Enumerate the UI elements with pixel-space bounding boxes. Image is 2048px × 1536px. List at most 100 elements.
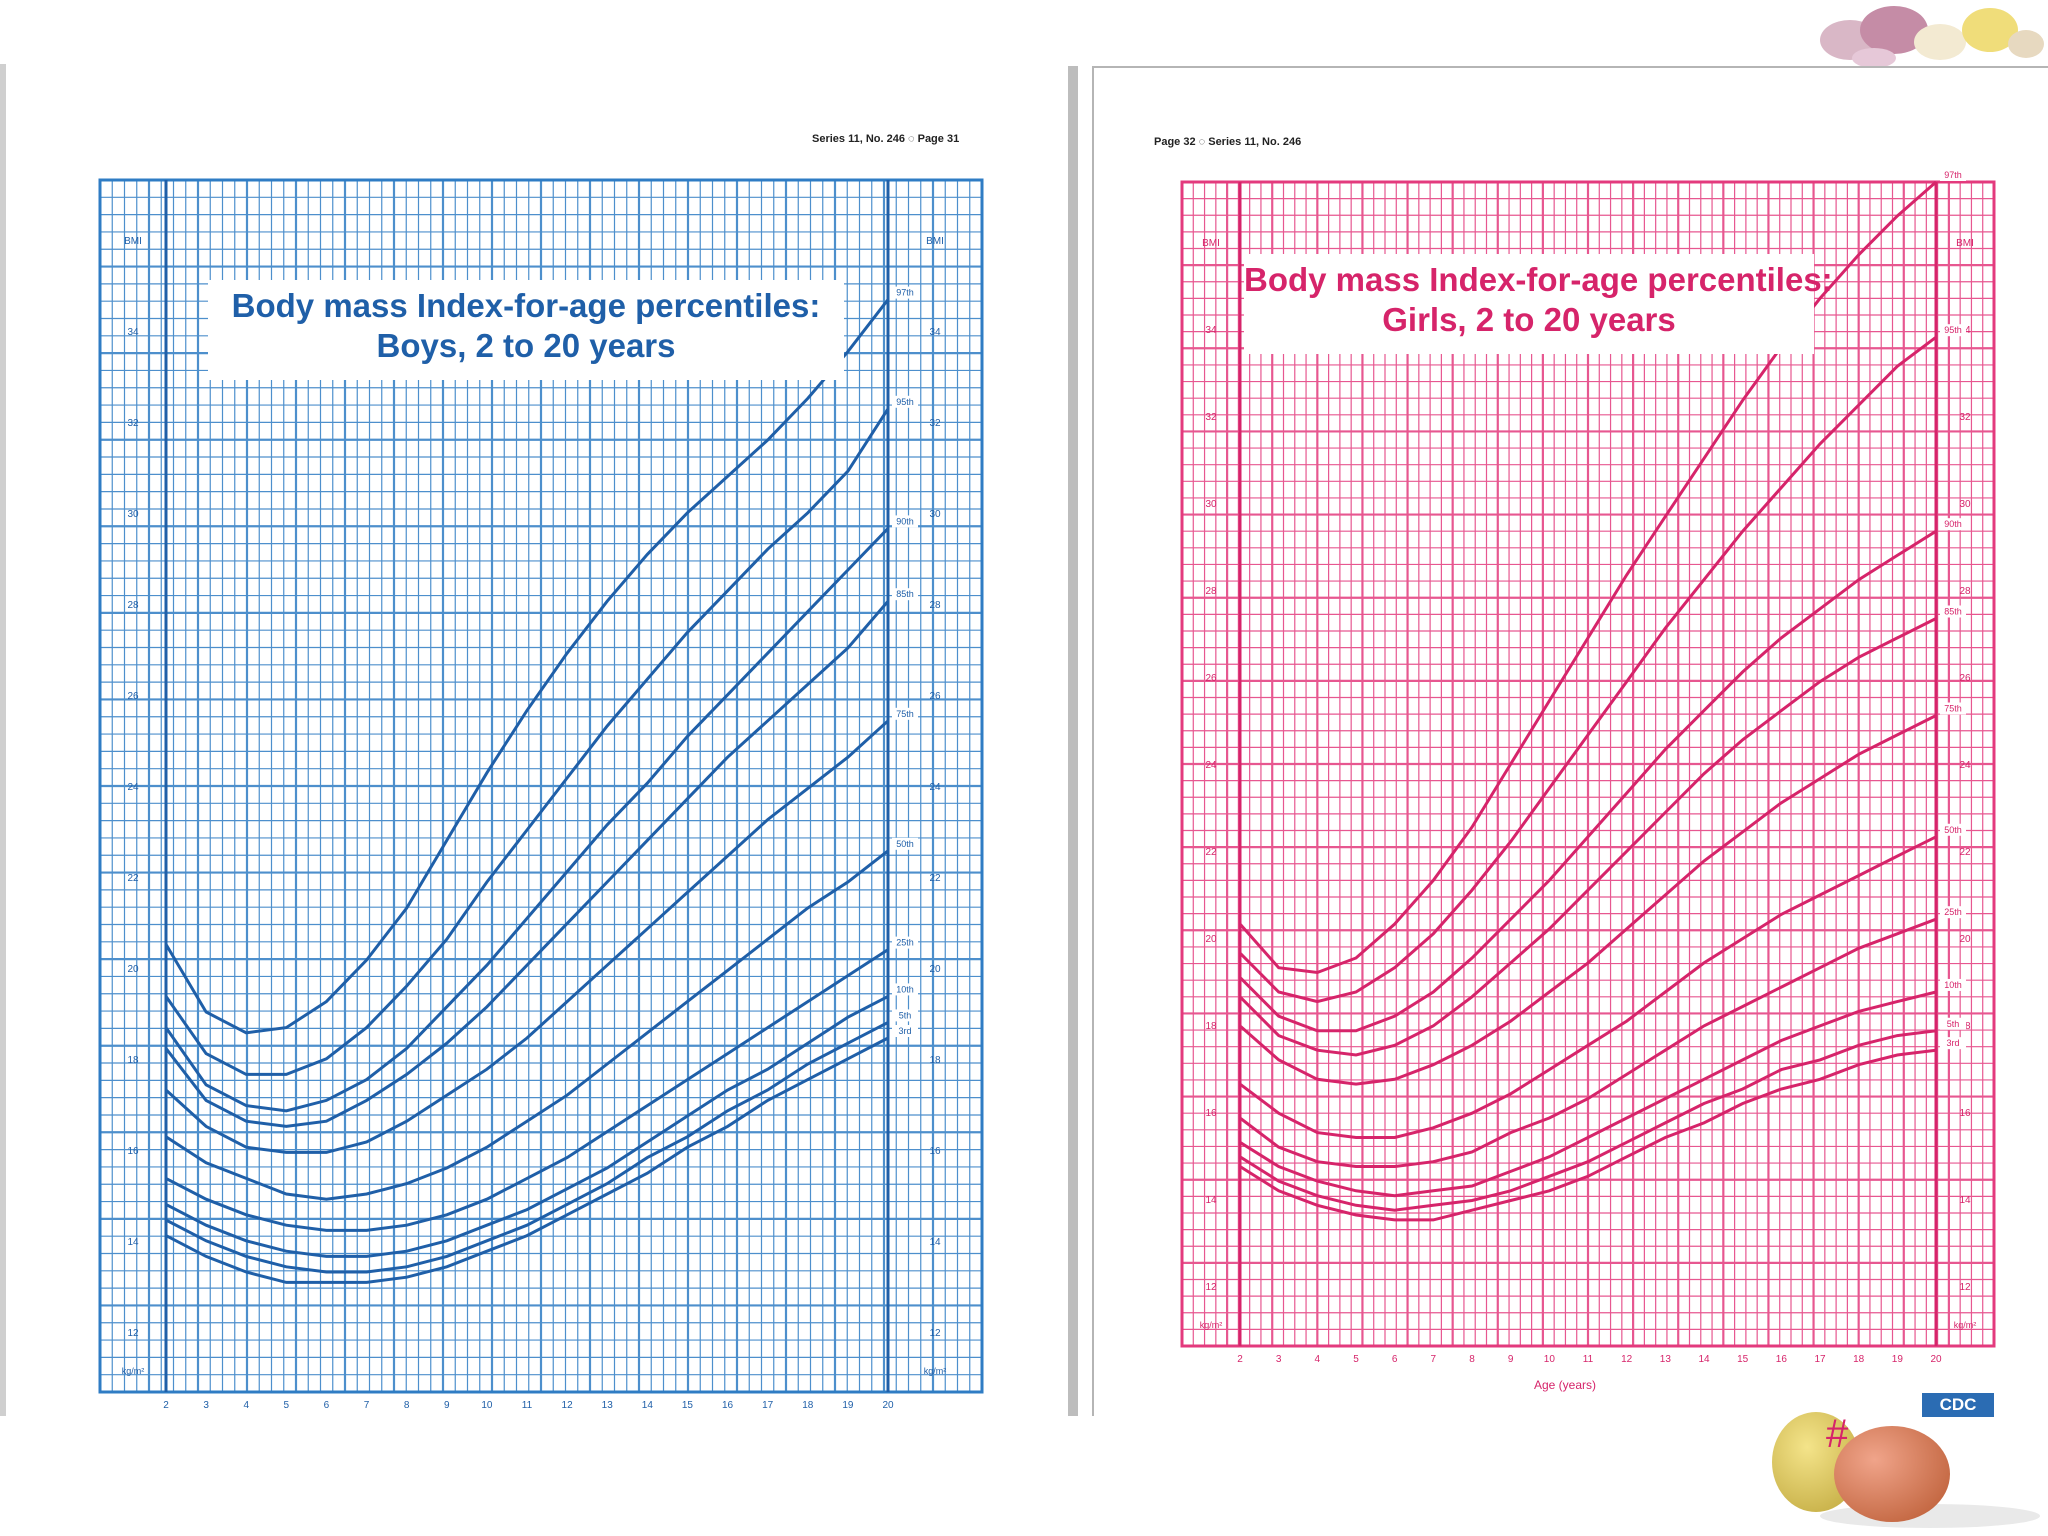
boys-xtick-label: 8 [404,1400,410,1411]
girls-ytick-right: 30 [1959,499,1971,510]
boys-label-25th: 25th [896,938,914,948]
girls-ytick-right: BMI [1956,238,1974,249]
boys-ytick-right: BMI [926,236,944,247]
boys-xtick-label: 6 [324,1400,330,1411]
boys-label-50th: 50th [896,839,914,849]
girls-curve-10th [1239,990,1937,1198]
girls-label-97th: 97th [1944,170,1962,180]
girls-title-line1: Body mass Index-for-age percentiles: [1244,261,1833,298]
boys-label-bg-10th [892,983,918,996]
girls-ytick-left: 24 [1205,760,1217,771]
boys-label-85th: 85th [896,589,914,599]
girls-chart-group: 1212141416161818202022222424262628283030… [1180,169,1996,1365]
boys-label-90th: 90th [896,516,914,526]
girls-ytick-left: 14 [1205,1195,1217,1206]
boys-label-bg-50th [892,837,918,850]
girls-ytick-right: 14 [1959,1195,1971,1206]
boys-ytick-left: 14 [127,1237,139,1248]
girls-label-90th: 90th [1944,519,1962,529]
boys-xtick-label: 4 [243,1400,249,1411]
boys-ytick-right: 32 [929,418,941,429]
boys-curve-85th [164,600,890,1128]
girls-ytick-left: 32 [1205,412,1217,423]
boys-xtick-label: 15 [682,1400,694,1411]
boys-curve-3rd [165,1036,889,1284]
boys-label-bg-97th [892,286,918,299]
left-page-edge [0,64,6,1416]
girls-title-line2: Girls, 2 to 20 years [1382,301,1676,339]
boys-unit-left: kg/m² [122,1366,145,1376]
boys-xtick-label: 2 [163,1400,169,1411]
girls-ytick-left: 26 [1205,673,1217,684]
boys-chart-title: Body mass Index-for-age percentiles: Boy… [208,280,844,380]
girls-label-5th: 5th [1947,1019,1960,1029]
girls-label-bg-50th [1940,823,1966,836]
boys-label-bg-25th [892,936,918,949]
boys-grid [98,178,984,1394]
girls-unit-right: kg/m² [1954,1320,1977,1330]
boys-xtick-label: 5 [284,1400,290,1411]
girls-x-axis-label: Age (years) [1534,1378,1597,1392]
boys-ytick-left: 22 [127,873,139,884]
boys-xtick-label: 10 [481,1400,493,1411]
girls-curve-95th [1238,336,1937,1004]
girls-ytick-right: 28 [1959,586,1971,597]
girls-ytick-left: 20 [1205,934,1217,945]
boys-xtick-label: 11 [522,1400,533,1411]
girls-ytick-right: 12 [1959,1282,1971,1293]
girls-label-bg-97th [1940,169,1966,181]
girls-xtick-label: 5 [1353,1354,1359,1365]
girls-ytick-right: 32 [1959,412,1971,423]
girls-curve-85th [1238,617,1937,1057]
boys-curve-90th [164,527,890,1113]
boys-xtick-label: 3 [203,1400,209,1411]
boys-ytick-right: 26 [929,691,941,702]
boys-label-bg-85th [892,588,918,601]
boys-curve-25th [165,948,889,1232]
girls-curve-97th [1238,180,1937,975]
boys-label-bg-75th [892,707,918,720]
girls-unit-left: kg/m² [1200,1320,1223,1330]
boys-ytick-left: 30 [127,509,139,520]
boys-label-10th: 10th [896,984,914,994]
boys-label-3rd: 3rd [898,1026,911,1036]
boys-ytick-right: 12 [929,1328,941,1339]
girls-label-bg-75th [1940,702,1966,715]
right-page-border [1092,66,2048,68]
girls-label-bg-85th [1940,605,1966,618]
boys-ytick-right: 24 [929,782,941,793]
girls-xtick-label: 16 [1776,1354,1788,1365]
boys-ytick-left: 24 [127,782,139,793]
boys-label-bg-3rd [892,1025,918,1037]
girls-xtick-label: 18 [1853,1354,1865,1365]
girls-label-3rd: 3rd [1946,1038,1959,1048]
candy-eggs-bottom-right-image [1772,1412,2040,1528]
boys-xtick-label: 17 [762,1400,774,1411]
girls-ytick-left: 18 [1205,1021,1217,1032]
boys-curve-10th [165,995,889,1258]
boys-curve-95th [164,407,890,1076]
boys-label-bg-95th [892,395,918,408]
girls-ytick-right: 22 [1959,847,1971,858]
girls-curve-75th [1239,714,1937,1086]
girls-ytick-left: 34 [1205,325,1217,336]
girls-label-75th: 75th [1944,704,1962,714]
girls-label-50th: 50th [1944,825,1962,835]
boys-xtick-label: 13 [602,1400,614,1411]
girls-chart-title: Body mass Index-for-age percentiles: Gir… [1244,254,1833,354]
cdc-logo: CDC [1922,1393,1994,1417]
girls-ytick-left: 16 [1205,1108,1217,1119]
girls-curve-5th [1239,1029,1937,1212]
boys-ytick-right: 20 [929,964,941,975]
boys-ytick-right: 18 [929,1055,941,1066]
boys-ytick-left: 18 [127,1055,139,1066]
girls-ytick-left: 12 [1205,1282,1217,1293]
boys-label-bg-5th [892,1009,918,1022]
girls-ytick-left: 30 [1205,499,1217,510]
boys-ytick-left: 12 [127,1328,139,1339]
boys-curve-5th [165,1021,889,1274]
boys-curve-50th [165,849,889,1201]
